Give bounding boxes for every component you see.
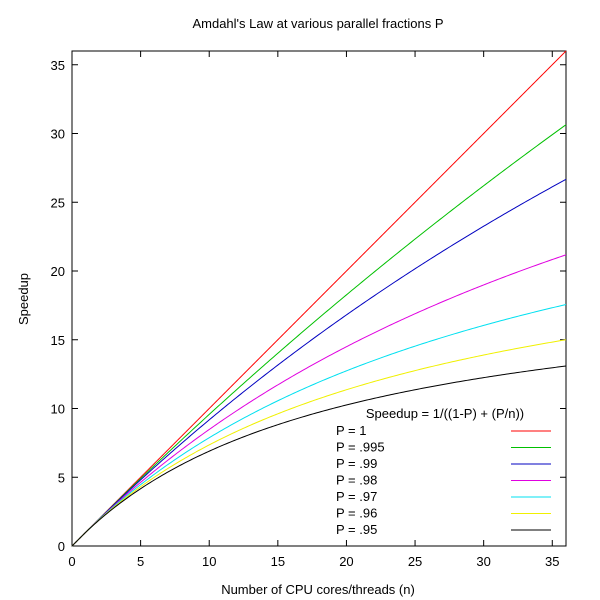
legend-label: P = .96 [336,506,377,521]
series-line-p-99 [71,178,567,547]
x-tick-label: 25 [408,554,422,569]
y-axis-label: Speedup [16,273,31,325]
series-line-p-98 [71,254,567,547]
plot-area-frame [71,50,567,547]
series-line-p-96 [71,339,567,547]
series-line-p-995 [71,124,567,547]
x-tick-label: 30 [476,554,490,569]
legend-label: P = .99 [336,456,377,471]
legend-label: P = 1 [336,423,366,438]
chart-title: Amdahl's Law at various parallel fractio… [192,16,443,31]
y-tick-label: 25 [51,195,65,210]
y-tick-label: 5 [58,470,65,485]
legend-label: P = .995 [336,440,385,455]
series-line-p-97 [71,304,567,547]
axis-ticks: 0 5 10 15 20 25 30 35 0 5 10 15 20 25 30 35 [51,51,566,569]
x-tick-label: 35 [545,554,559,569]
y-tick-label: 10 [51,402,65,417]
x-tick-label: 5 [137,554,144,569]
legend-label: P = .98 [336,473,377,488]
x-tick-label: 15 [271,554,285,569]
series-line-p-1 [71,50,567,547]
x-tick-label: 10 [202,554,216,569]
y-tick-label: 35 [51,58,65,73]
x-tick-label: 0 [68,554,75,569]
y-tick-label: 30 [51,127,65,142]
x-tick-label: 20 [339,554,353,569]
series-lines [71,50,567,547]
y-tick-label: 0 [58,539,65,554]
y-tick-label: 20 [51,264,65,279]
x-axis-label: Number of CPU cores/threads (n) [221,582,415,597]
series-line-p-95 [71,365,567,547]
y-tick-label: 15 [51,333,65,348]
legend: Speedup = 1/((1-P) + (P/n))P = 1 P = .995… [336,406,551,537]
legend-label: P = .95 [336,522,377,537]
legend-title: Speedup = 1/((1-P) + (P/n)) [366,406,524,421]
legend-label: P = .97 [336,489,377,504]
